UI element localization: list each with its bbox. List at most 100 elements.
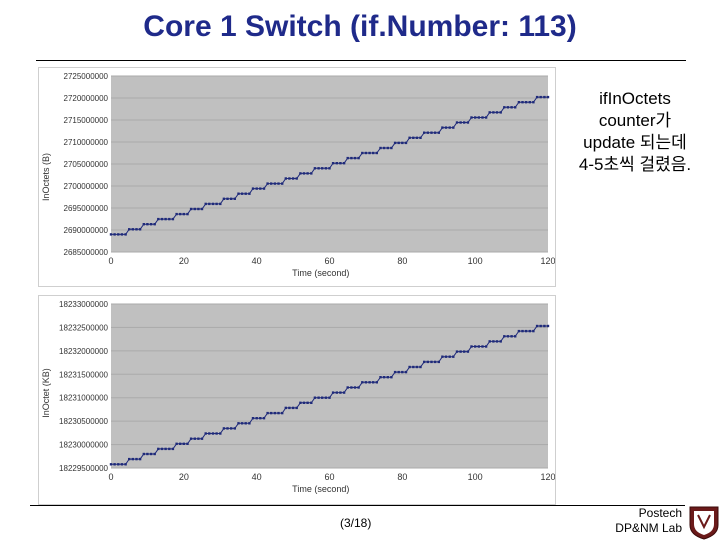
- x-tick-label: 80: [397, 256, 407, 266]
- data-point: [211, 202, 215, 206]
- footer-lab-name: Postech DP&NM Lab: [615, 506, 682, 536]
- data-point: [514, 106, 517, 109]
- data-point: [488, 340, 491, 343]
- data-point: [193, 437, 196, 440]
- data-point: [408, 136, 411, 139]
- data-point: [211, 432, 215, 435]
- x-tick-label: 100: [468, 256, 483, 266]
- data-point: [543, 324, 546, 328]
- data-point: [528, 329, 531, 333]
- data-point: [372, 151, 375, 155]
- data-point: [142, 452, 145, 456]
- data-point: [146, 452, 149, 456]
- data-point: [244, 422, 247, 425]
- data-point: [277, 182, 280, 185]
- data-point: [149, 452, 153, 456]
- data-point: [375, 381, 378, 384]
- data-point: [335, 391, 338, 394]
- data-point: [215, 202, 218, 206]
- data-point: [270, 411, 273, 415]
- data-point: [310, 172, 313, 175]
- data-point: [379, 376, 382, 379]
- plot-area: [111, 304, 548, 468]
- data-point: [412, 136, 415, 139]
- data-point: [455, 121, 459, 124]
- inoctets-kb-chart: 18233000000 18232500000 18232000000 1823150…: [38, 295, 556, 505]
- y-tick-label: 2685000000: [64, 248, 109, 257]
- data-point: [510, 335, 513, 338]
- data-point: [230, 427, 233, 430]
- data-point: [175, 442, 178, 445]
- inoctets-bytes-chart-svg: 2725000000 2720000000 2715000000 2710000000…: [41, 72, 555, 278]
- data-point: [535, 95, 539, 99]
- data-point: [503, 335, 506, 338]
- data-point: [452, 355, 455, 358]
- data-point: [514, 335, 517, 338]
- data-point: [179, 212, 182, 216]
- data-point: [353, 386, 357, 389]
- data-point: [346, 386, 349, 389]
- data-point: [459, 121, 462, 124]
- data-point: [444, 126, 448, 129]
- data-point: [291, 406, 295, 410]
- data-point: [441, 126, 444, 129]
- data-point: [346, 156, 349, 160]
- data-point: [273, 182, 277, 185]
- data-point: [448, 355, 451, 358]
- data-point: [426, 131, 429, 134]
- data-point: [317, 396, 320, 399]
- data-point: [208, 202, 211, 206]
- data-point: [302, 401, 306, 404]
- data-point: [423, 131, 426, 134]
- y-axis-label: InOctets (B): [41, 153, 51, 201]
- data-point: [437, 131, 440, 134]
- data-point: [390, 376, 393, 379]
- data-point: [495, 111, 499, 114]
- data-point: [299, 172, 302, 175]
- data-point: [251, 417, 255, 420]
- x-tick-label: 40: [252, 472, 262, 482]
- data-point: [113, 233, 116, 236]
- data-point: [448, 126, 451, 129]
- data-point: [109, 233, 113, 236]
- data-point: [135, 457, 138, 461]
- data-point: [350, 156, 353, 160]
- y-tick-label: 2725000000: [64, 72, 109, 81]
- data-point: [200, 207, 204, 211]
- y-axis-label: InOctet (KB): [41, 368, 51, 418]
- data-point: [419, 365, 422, 369]
- data-point: [219, 432, 222, 435]
- data-point: [124, 233, 127, 236]
- x-tick-label: 60: [324, 472, 334, 482]
- data-point: [386, 146, 389, 150]
- y-tick-label: 18230500000: [59, 417, 108, 426]
- data-point: [160, 217, 164, 221]
- data-point: [404, 141, 408, 145]
- university-seal-icon: [689, 506, 719, 540]
- data-point: [492, 111, 495, 114]
- data-point: [270, 182, 273, 185]
- data-point: [109, 463, 113, 466]
- data-point: [382, 376, 386, 379]
- data-point: [230, 197, 233, 200]
- data-point: [397, 141, 400, 145]
- data-point: [477, 345, 480, 348]
- data-point: [503, 106, 506, 109]
- data-point: [452, 126, 455, 129]
- data-point: [499, 340, 502, 343]
- inoctets-bytes-chart: 2725000000 2720000000 2715000000 2710000000…: [38, 67, 556, 287]
- y-tick-label: 2720000000: [64, 94, 109, 103]
- data-point: [157, 447, 160, 451]
- data-point: [281, 411, 284, 415]
- data-point: [266, 182, 269, 185]
- data-point: [273, 411, 277, 415]
- data-point: [204, 202, 207, 206]
- data-point: [470, 116, 473, 119]
- y-tick-label: 18229500000: [59, 464, 108, 473]
- footer-divider: [30, 505, 685, 506]
- data-point: [138, 457, 142, 461]
- data-point: [240, 192, 244, 195]
- data-point: [481, 345, 484, 348]
- data-point: [295, 177, 298, 180]
- data-point: [379, 146, 382, 150]
